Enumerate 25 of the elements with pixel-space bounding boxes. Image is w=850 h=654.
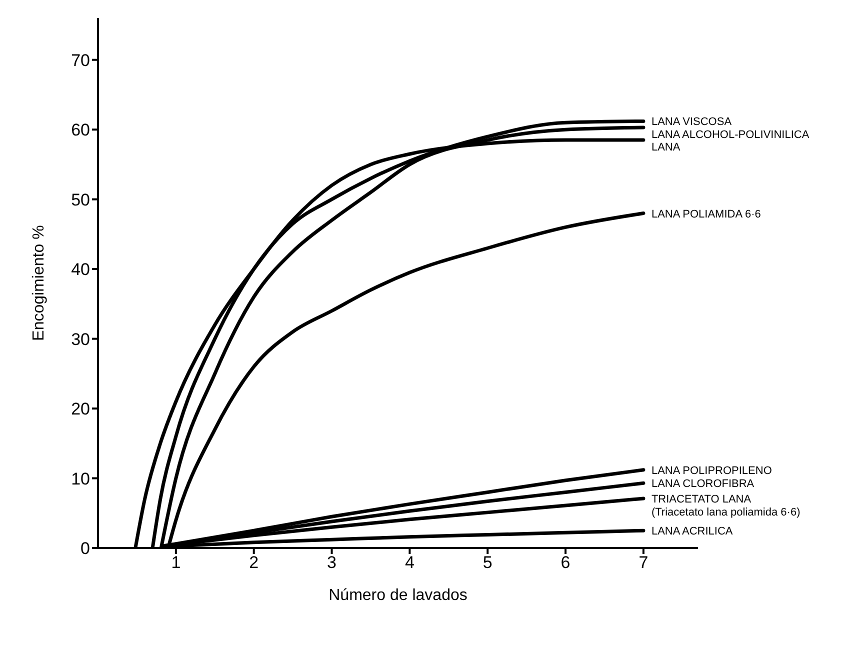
x-axis-title: Número de lavados — [328, 587, 468, 604]
y-tick-label: 60 — [71, 120, 90, 140]
y-tick-label: 70 — [71, 50, 90, 70]
x-tick-label: 1 — [171, 553, 181, 572]
x-tick-label: 5 — [482, 553, 492, 572]
series-label: LANA POLIPROPILENO — [651, 464, 772, 477]
series-label: LANA POLIAMIDA 6·6 — [651, 208, 761, 220]
y-tick-label: 20 — [71, 400, 90, 419]
x-tick-label: 3 — [327, 553, 336, 572]
y-tick-label: 40 — [71, 260, 90, 280]
series-label: LANA ACRILICA — [651, 526, 734, 538]
x-tick-label: 7 — [638, 553, 648, 572]
series-label: LANA ALCOHOL-POLIVINILICA — [651, 128, 810, 141]
series-label: LANA VISCOSA — [651, 116, 732, 128]
y-tick-label: 10 — [71, 469, 90, 488]
series-label: LANA — [651, 142, 681, 154]
x-tick-label: 6 — [560, 553, 570, 572]
series-label: LANA CLOROFIBRA — [651, 478, 755, 490]
y-tick-label: 30 — [71, 330, 90, 349]
x-tick-label: 2 — [249, 553, 259, 572]
y-axis-title: Encogimiento % — [30, 225, 48, 341]
x-tick-label: 4 — [404, 553, 414, 572]
y-tick-label: 0 — [80, 539, 90, 558]
series-label: TRIACETATO LANA (Triacetato lana poliamida 6·6) — [651, 493, 800, 518]
y-tick-label: 50 — [71, 190, 90, 210]
